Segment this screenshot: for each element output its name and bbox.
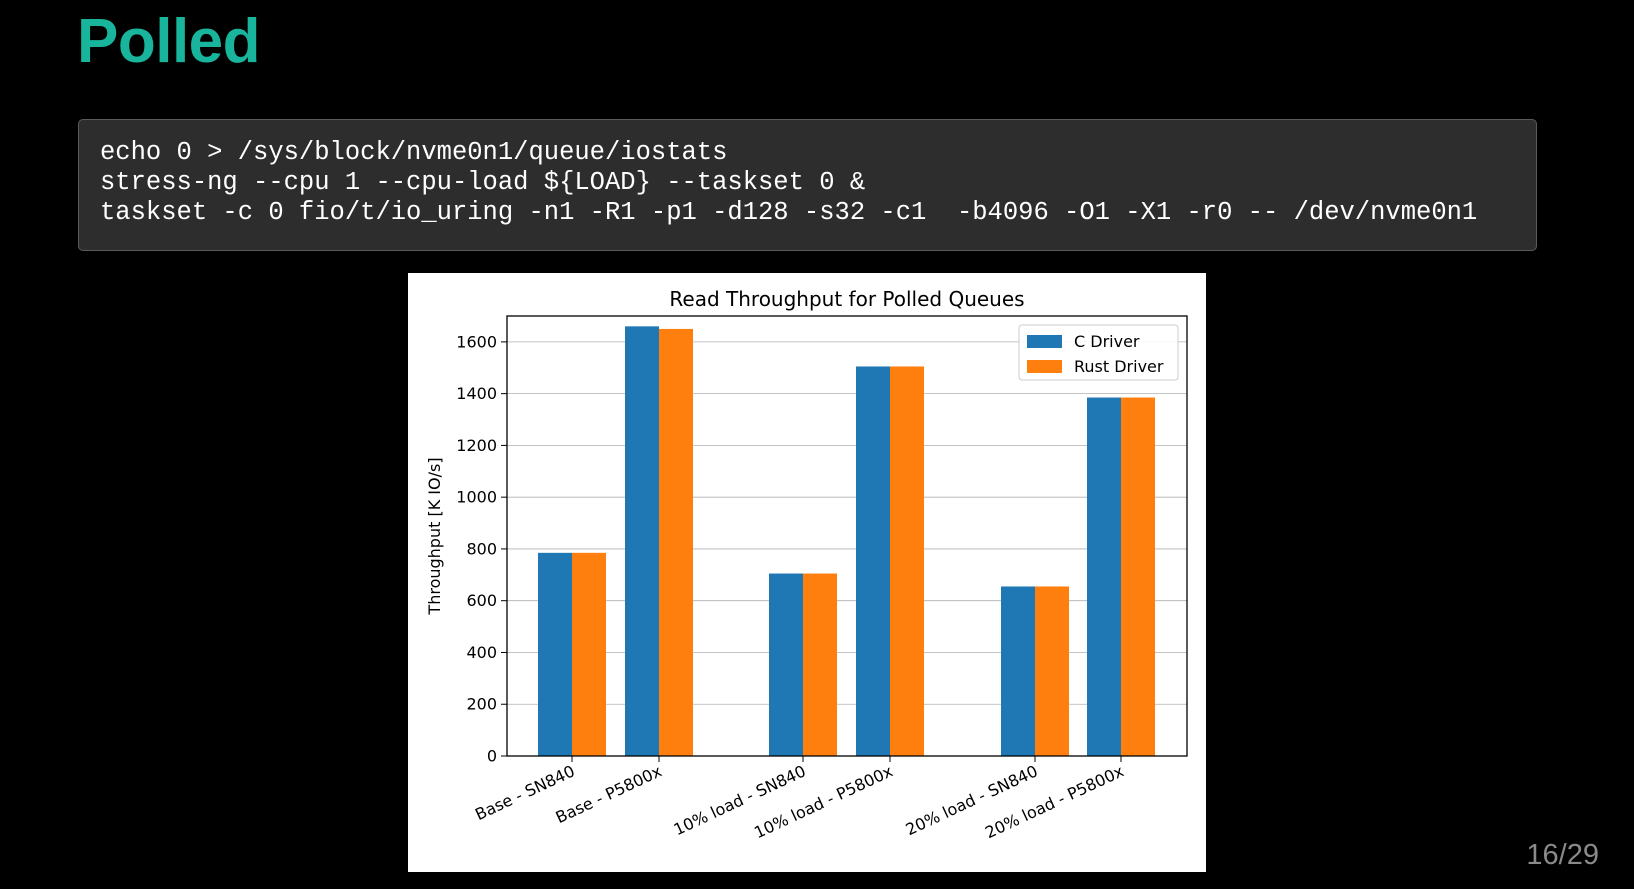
y-tick-label: 800	[466, 539, 497, 558]
code-line: taskset -c 0 fio/t/io_uring -n1 -R1 -p1 …	[100, 198, 1478, 227]
legend-swatch	[1027, 335, 1062, 348]
bar-c-driver	[625, 326, 659, 756]
y-tick-label: 0	[487, 747, 497, 766]
bar-rust-driver	[890, 366, 924, 756]
y-tick-label: 600	[466, 591, 497, 610]
y-tick-label: 1600	[456, 332, 497, 351]
legend-label: C Driver	[1074, 332, 1140, 351]
legend-label: Rust Driver	[1074, 357, 1164, 376]
y-tick-label: 200	[466, 695, 497, 714]
bar-c-driver	[1001, 586, 1035, 756]
code-line: echo 0 > /sys/block/nvme0n1/queue/iostat…	[100, 138, 728, 167]
legend-swatch	[1027, 360, 1062, 373]
bar-chart: 0 200 400 600 800 1000 1200 1400 1600 Base - SN8…	[425, 287, 1188, 842]
y-tick-label: 1400	[456, 384, 497, 403]
y-tick-label: 1200	[456, 436, 497, 455]
slide-title: Polled	[77, 7, 261, 76]
legend: C Driver Rust Driver	[1018, 324, 1179, 381]
code-line: stress-ng --cpu 1 --cpu-load ${LOAD} --t…	[100, 168, 866, 197]
y-tick-label: 400	[466, 643, 497, 662]
bar-rust-driver	[1035, 586, 1069, 756]
chart-title: Read Throughput for Polled Queues	[669, 287, 1024, 311]
page-number: 16/29	[1526, 839, 1599, 871]
bar-c-driver	[856, 366, 890, 756]
grid-lines	[507, 341, 1187, 705]
bar-c-driver	[1087, 397, 1121, 756]
y-tick-label: 1000	[456, 488, 497, 507]
bar-c-driver	[538, 552, 572, 756]
code-block: echo 0 > /sys/block/nvme0n1/queue/iostat…	[78, 119, 1537, 251]
bar-c-driver	[769, 573, 803, 756]
chart-card: 0 200 400 600 800 1000 1200 1400 1600 Base - SN8…	[408, 273, 1206, 872]
y-axis-label: Throughput [K IO/s]	[425, 457, 444, 615]
bars	[538, 326, 1155, 756]
bar-rust-driver	[572, 552, 606, 756]
x-tick-label: 20% load - P5800x	[982, 761, 1127, 842]
y-axis-ticks: 0 200 400 600 800 1000 1200 1400 1600	[456, 332, 507, 766]
bar-rust-driver	[1121, 397, 1155, 756]
plot-frame	[506, 315, 1188, 757]
bar-rust-driver	[659, 328, 693, 756]
bar-rust-driver	[803, 573, 837, 756]
